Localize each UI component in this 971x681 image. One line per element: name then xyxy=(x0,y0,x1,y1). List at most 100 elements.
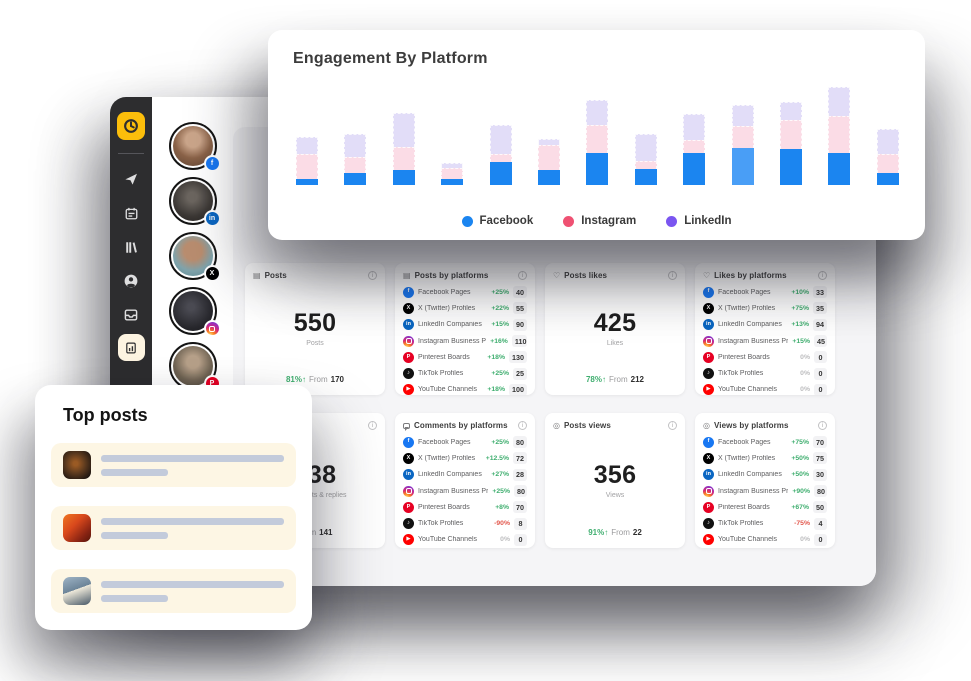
views-stat-card: ◎ Posts views 356 Views 91%↑ From 22 xyxy=(545,413,685,548)
account-avatar[interactable]: in xyxy=(168,177,221,227)
platform-row[interactable]: ▶ YouTube Channels 0% 0 xyxy=(703,382,827,395)
platform-percent: +15% xyxy=(491,321,509,329)
account-avatar[interactable]: P xyxy=(168,342,221,392)
platform-row[interactable]: Instagram Business Profiles +16% 110 xyxy=(403,333,527,349)
platform-name: YouTube Channels xyxy=(718,386,778,394)
platform-row[interactable]: f Facebook Pages +25% 80 xyxy=(403,434,527,450)
platform-row[interactable]: ♪ TikTok Profiles -90% 8 xyxy=(403,515,527,531)
post-text-placeholder xyxy=(101,454,284,476)
platform-icon: X xyxy=(703,302,714,314)
clock-logo-icon xyxy=(124,119,138,133)
sidebar-item-inbox[interactable] xyxy=(116,300,146,330)
platform-row[interactable]: X X (Twitter) Profiles +12.5% 72 xyxy=(403,450,527,466)
card-title: Comments by platforms xyxy=(414,421,508,430)
sidebar-item-publish[interactable] xyxy=(116,164,146,194)
platform-row[interactable]: f Facebook Pages +10% 33 xyxy=(703,284,827,300)
network-badge: in xyxy=(203,210,221,227)
platform-row[interactable]: in LinkedIn Companies +27% 28 xyxy=(403,467,527,483)
top-post-row[interactable] xyxy=(51,569,296,613)
chart-bar[interactable] xyxy=(634,134,657,185)
platform-row[interactable]: X X (Twitter) Profiles +75% 35 xyxy=(703,300,827,316)
platform-value: 110 xyxy=(511,335,527,348)
chart-bar[interactable] xyxy=(876,129,899,185)
platform-row[interactable]: Instagram Business Profiles +15% 45 xyxy=(703,333,827,349)
info-icon[interactable] xyxy=(518,421,527,430)
account-avatar[interactable] xyxy=(168,287,221,337)
info-icon[interactable] xyxy=(818,421,827,430)
platform-row[interactable]: f Facebook Pages +25% 40 xyxy=(403,284,527,300)
account-avatar[interactable]: f xyxy=(168,122,221,172)
platform-icon: P xyxy=(703,351,714,363)
views-unit: Views xyxy=(605,491,625,499)
chart-bar[interactable] xyxy=(828,87,851,185)
platform-percent: +18% xyxy=(487,353,505,361)
chart-bar[interactable] xyxy=(538,139,561,185)
platform-row[interactable]: ▶ YouTube Channels +18% 100 xyxy=(403,382,527,395)
platform-icon: ♪ xyxy=(703,368,714,380)
top-post-row[interactable] xyxy=(51,506,296,550)
info-icon[interactable] xyxy=(818,271,827,280)
chart-bar[interactable] xyxy=(489,125,512,185)
platform-row[interactable]: ♪ TikTok Profiles -75% 4 xyxy=(703,515,827,531)
platform-row[interactable]: f Facebook Pages +75% 70 xyxy=(703,434,827,450)
sidebar-item-library[interactable] xyxy=(116,232,146,262)
platform-percent: +27% xyxy=(491,471,509,479)
likes-by-platforms-card: ♡ Likes by platforms f Facebook Pages +1… xyxy=(695,263,835,395)
chart-segment-instagram xyxy=(344,157,367,173)
chart-legend: Facebook Instagram LinkedIn xyxy=(268,215,925,227)
chart-bar[interactable] xyxy=(731,105,754,185)
platform-name: Pinterest Boards xyxy=(418,353,470,361)
platform-row[interactable]: in LinkedIn Companies +15% 90 xyxy=(403,317,527,333)
info-icon[interactable] xyxy=(668,421,677,430)
legend-item[interactable]: LinkedIn xyxy=(666,215,731,227)
info-icon[interactable] xyxy=(368,421,377,430)
sidebar-item-analytics[interactable] xyxy=(117,334,145,361)
platform-row[interactable]: in LinkedIn Companies +13% 94 xyxy=(703,317,827,333)
chart-bar[interactable] xyxy=(780,102,803,185)
platform-name: Instagram Business Profiles xyxy=(418,487,489,495)
chart-bar[interactable] xyxy=(296,137,318,185)
chart-bar[interactable] xyxy=(344,134,367,185)
platform-row[interactable]: X X (Twitter) Profiles +50% 75 xyxy=(703,450,827,466)
platform-percent: +22% xyxy=(491,304,509,312)
platform-percent: +15% xyxy=(792,337,810,345)
info-icon[interactable] xyxy=(668,271,677,280)
platform-row[interactable]: X X (Twitter) Profiles +22% 55 xyxy=(403,300,527,316)
platform-row[interactable]: P Pinterest Boards +18% 130 xyxy=(403,349,527,365)
top-posts-list xyxy=(51,443,296,613)
account-avatar[interactable]: X xyxy=(168,232,221,282)
chart-segment-facebook xyxy=(538,170,561,185)
sidebar-item-members[interactable] xyxy=(116,266,146,296)
platform-row[interactable]: ♪ TikTok Profiles +25% 25 xyxy=(403,365,527,381)
sidebar-item-calendar[interactable] xyxy=(116,198,146,228)
platform-row[interactable]: P Pinterest Boards 0% 0 xyxy=(703,349,827,365)
engagement-chart[interactable] xyxy=(296,85,899,185)
platform-value: 0 xyxy=(514,533,527,546)
legend-item[interactable]: Facebook xyxy=(461,215,533,227)
legend-item[interactable]: Instagram xyxy=(563,215,636,227)
chart-bar[interactable] xyxy=(586,100,609,185)
platform-percent: +75% xyxy=(791,304,809,312)
chart-bar[interactable] xyxy=(392,113,415,185)
chart-segment-facebook xyxy=(586,153,609,185)
platform-row[interactable]: P Pinterest Boards +67% 50 xyxy=(703,499,827,515)
info-icon[interactable] xyxy=(518,271,527,280)
views-percent: 91%↑ xyxy=(588,528,609,537)
platform-row[interactable]: ♪ TikTok Profiles 0% 0 xyxy=(703,365,827,381)
chart-segment-linkedin xyxy=(828,87,851,116)
top-post-row[interactable] xyxy=(51,443,296,487)
platform-row[interactable]: ▶ YouTube Channels 0% 0 xyxy=(703,532,827,548)
platform-value: 70 xyxy=(813,436,827,449)
chart-bar[interactable] xyxy=(441,163,464,185)
platform-icon: in xyxy=(403,469,414,481)
chart-bar[interactable] xyxy=(683,114,706,185)
platform-row[interactable]: P Pinterest Boards +8% 70 xyxy=(403,499,527,515)
platform-row[interactable]: Instagram Business Profiles +25% 80 xyxy=(403,483,527,499)
platform-row[interactable]: ▶ YouTube Channels 0% 0 xyxy=(403,532,527,548)
platform-row[interactable]: in LinkedIn Companies +50% 30 xyxy=(703,467,827,483)
publer-logo[interactable] xyxy=(117,112,145,140)
info-icon[interactable] xyxy=(368,271,377,280)
platform-percent: +25% xyxy=(491,438,509,446)
platform-row[interactable]: Instagram Business Profiles +90% 80 xyxy=(703,483,827,499)
chart-segment-facebook xyxy=(634,169,657,185)
